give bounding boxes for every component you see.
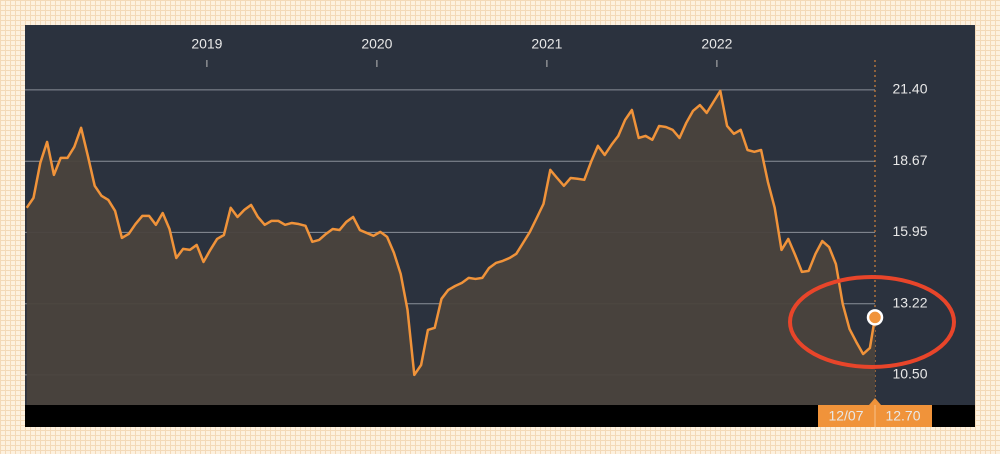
time-strip: [25, 405, 975, 427]
area-fill: [26, 90, 875, 405]
date-box: [818, 405, 875, 427]
last-point: [866, 309, 884, 326]
value-label: 12.70: [885, 408, 920, 424]
y-tick-label: 10.50: [892, 366, 927, 382]
y-tick-label: 18.67: [892, 152, 927, 168]
date-label: 12/07: [828, 408, 863, 424]
x-tick-label: 2019: [191, 36, 222, 52]
x-tick-label: 2022: [701, 36, 732, 52]
x-tick-label: 2021: [531, 36, 562, 52]
y-tick-label: 13.22: [892, 294, 927, 310]
y-tick-label: 15.95: [892, 223, 927, 239]
layer: 21.40 18.67 15.95 13.22 10.50 2019 2020 2021 202…: [25, 36, 956, 427]
box-pointer: [869, 398, 881, 405]
y-tick-label: 21.40: [892, 81, 927, 97]
highlight-ring: [788, 275, 956, 369]
value-box: [875, 405, 932, 427]
price-line: [25, 89, 877, 377]
x-tick-label: 2020: [361, 36, 392, 52]
